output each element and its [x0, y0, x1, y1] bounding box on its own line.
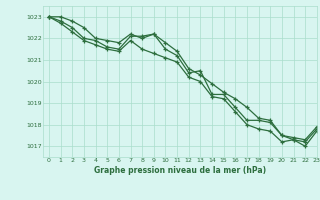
- X-axis label: Graphe pression niveau de la mer (hPa): Graphe pression niveau de la mer (hPa): [94, 166, 266, 175]
